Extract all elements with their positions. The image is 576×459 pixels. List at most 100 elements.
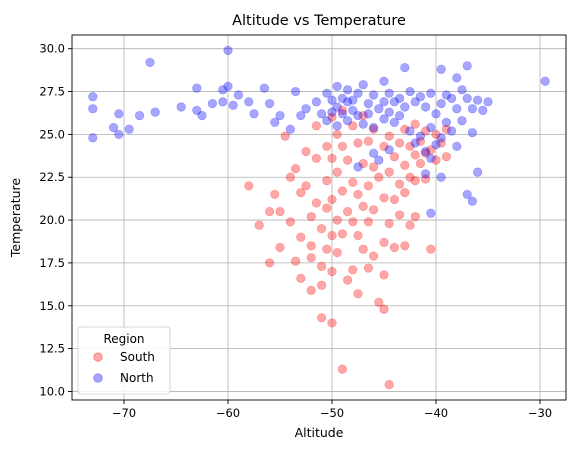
point-south (405, 172, 415, 182)
point-south (353, 230, 363, 241)
point-north (369, 122, 379, 133)
point-south (441, 152, 452, 162)
point-south (389, 152, 400, 162)
point-south (400, 124, 410, 134)
point-south (441, 124, 452, 134)
point-south (389, 242, 400, 253)
y-tick-label: 20.0 (39, 213, 65, 227)
point-south (322, 203, 332, 213)
point-south (379, 270, 389, 280)
point-south (332, 248, 342, 258)
point-north (150, 107, 160, 117)
point-south (327, 194, 337, 205)
point-south (389, 194, 400, 205)
point-north (379, 114, 389, 124)
point-south (322, 176, 332, 186)
point-south (415, 158, 426, 169)
point-north (259, 83, 270, 93)
axis-ticks: −70 −60 −50 −40 −30 10.0 12.5 15.0 17.5 20.0 22.5 2… (39, 42, 552, 420)
point-north (389, 97, 400, 107)
point-north (405, 86, 415, 97)
point-north (358, 119, 368, 129)
point-north (114, 109, 124, 119)
point-north (135, 110, 145, 121)
point-north (244, 97, 254, 107)
point-south (384, 218, 394, 229)
point-north (192, 83, 202, 93)
point-south (384, 131, 394, 141)
legend-box (77, 326, 171, 395)
point-south (306, 212, 316, 222)
point-north (353, 88, 363, 98)
point-south (301, 146, 311, 157)
chart-title: Altitude vs Temperature (232, 13, 406, 29)
point-north (421, 169, 431, 179)
point-south (296, 273, 306, 283)
point-north (462, 93, 472, 104)
point-north (88, 92, 98, 102)
point-north (374, 155, 384, 165)
point-south (400, 160, 410, 170)
point-south (337, 364, 348, 374)
point-north (473, 167, 483, 177)
point-south (405, 141, 415, 151)
point-north (332, 81, 342, 92)
point-north (395, 93, 405, 104)
point-north (343, 85, 353, 95)
point-south (400, 241, 410, 251)
plot-area-frame (71, 34, 567, 401)
point-north (374, 104, 384, 114)
data-points (88, 45, 550, 390)
x-tick-label: −30 (528, 406, 552, 420)
point-south (374, 297, 384, 307)
legend-marker-south (93, 352, 103, 362)
point-south (332, 167, 342, 177)
point-south (291, 256, 301, 266)
point-south (410, 212, 420, 222)
point-north (467, 104, 478, 114)
point-north (426, 153, 436, 163)
point-north (436, 172, 446, 182)
point-south (306, 241, 316, 251)
point-north (447, 126, 457, 136)
point-north (218, 85, 228, 95)
point-north (426, 88, 436, 98)
point-north (249, 109, 259, 119)
point-north (145, 57, 155, 68)
point-south (348, 121, 358, 131)
point-south (332, 129, 342, 139)
point-south (363, 181, 374, 191)
point-south (343, 275, 353, 285)
point-south (379, 141, 389, 151)
point-north (348, 105, 358, 115)
point-south (400, 188, 410, 198)
point-north (124, 124, 134, 134)
point-north (301, 104, 311, 114)
point-south (379, 237, 389, 247)
legend-label-south: South (120, 350, 155, 364)
point-north (436, 64, 446, 74)
point-north (291, 86, 301, 97)
point-south (327, 266, 337, 277)
point-north (353, 162, 363, 172)
point-north (410, 138, 420, 148)
point-north (473, 95, 483, 105)
point-south (343, 206, 353, 217)
legend-marker-north (93, 373, 103, 383)
point-north (389, 117, 400, 127)
point-south (410, 176, 420, 186)
x-tick-label: −40 (424, 406, 448, 420)
legend-label-north: North (120, 371, 154, 385)
point-north (379, 97, 389, 107)
point-north (452, 141, 462, 151)
point-south (270, 189, 280, 199)
point-south (436, 138, 446, 148)
point-south (431, 129, 441, 139)
point-south (379, 304, 389, 314)
y-tick-label: 27.5 (39, 85, 65, 99)
point-south (421, 148, 431, 158)
point-south (421, 174, 431, 184)
point-north (415, 131, 426, 141)
